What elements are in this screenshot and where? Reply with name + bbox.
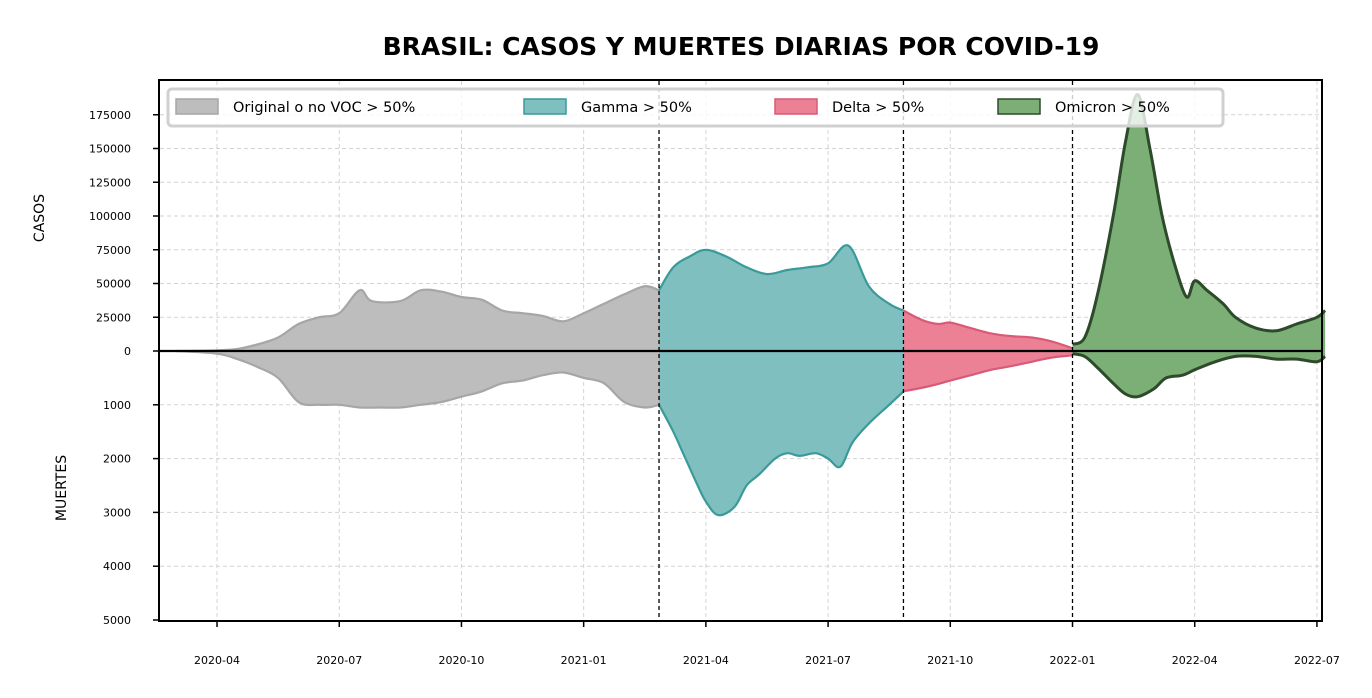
cases-area-1 <box>659 245 904 351</box>
cases-area-2 <box>903 310 1073 351</box>
deaths-area-1 <box>659 351 904 516</box>
ytick-label-cases-50000: 50000 <box>96 278 131 291</box>
legend-label-original: Original o no VOC > 50% <box>233 100 415 116</box>
legend-swatch-original <box>175 98 219 115</box>
ytick-label-deaths-1000: 1000 <box>103 399 131 412</box>
deaths-area-3 <box>1072 351 1326 397</box>
deaths-line-2 <box>903 354 1073 393</box>
deaths-line-3 <box>1072 352 1327 399</box>
deaths-line-1 <box>658 390 905 517</box>
ytick-label-cases-25000: 25000 <box>96 311 131 324</box>
xtick-label-2020-04: 2020-04 <box>194 654 240 667</box>
legend-label-delta: Delta > 50% <box>832 100 924 116</box>
legend-swatch-gamma <box>523 98 567 115</box>
xtick-label-2022-04: 2022-04 <box>1172 654 1218 667</box>
xtick-label-2020-10: 2020-10 <box>438 654 484 667</box>
xtick-label-2021-07: 2021-07 <box>805 654 851 667</box>
ytick-label-deaths-4000: 4000 <box>103 560 131 573</box>
ytick-label-deaths-3000: 3000 <box>103 506 131 519</box>
xtick-label-2021-10: 2021-10 <box>927 654 973 667</box>
chart-title: BRASIL: CASOS Y MUERTES DIARIAS POR COVI… <box>383 32 1100 61</box>
legend-label-gamma: Gamma > 50% <box>581 100 692 116</box>
cases-line-2 <box>902 309 1073 350</box>
legend-swatch-omicron <box>997 98 1041 115</box>
x-axis-ticks: 2020-04 2020-07 2020-10 2021-01 2021-04 2021-… <box>194 620 1340 667</box>
ytick-label-cases-0: 0 <box>124 345 131 358</box>
y-label-cases: CASOS <box>32 194 48 242</box>
cases-area-3 <box>1072 94 1326 352</box>
deaths-area-0 <box>176 351 660 408</box>
y-axis-ticks: 0 25000 50000 75000 100000 125000 150000 175000… <box>89 109 160 627</box>
data-areas <box>176 92 1327 517</box>
legend-label-omicron: Omicron > 50% <box>1055 100 1170 116</box>
xtick-label-2022-07: 2022-07 <box>1294 654 1340 667</box>
cases-line-1 <box>658 244 904 312</box>
cases-line-0 <box>176 285 660 353</box>
cases-area-0 <box>176 286 660 351</box>
ytick-label-cases-100000: 100000 <box>89 210 131 223</box>
ytick-label-deaths-2000: 2000 <box>103 453 131 466</box>
ytick-label-cases-175000: 175000 <box>89 109 131 122</box>
xtick-label-2021-04: 2021-04 <box>683 654 729 667</box>
ytick-label-deaths-5000: 5000 <box>103 614 131 627</box>
legend-box <box>166 87 1225 128</box>
xtick-label-2022-01: 2022-01 <box>1050 654 1096 667</box>
y-label-deaths: MUERTES <box>54 455 70 521</box>
ytick-label-cases-75000: 75000 <box>96 244 131 257</box>
cases-line-3 <box>1071 92 1327 346</box>
xtick-label-2021-01: 2021-01 <box>561 654 607 667</box>
deaths-line-0 <box>176 349 660 409</box>
xtick-label-2020-07: 2020-07 <box>316 654 362 667</box>
legend: Original o no VOC > 50% Gamma > 50% Delta … <box>166 87 1225 128</box>
ytick-label-cases-125000: 125000 <box>89 176 131 189</box>
ytick-label-cases-150000: 150000 <box>89 143 131 156</box>
legend-swatch-delta <box>774 98 818 115</box>
